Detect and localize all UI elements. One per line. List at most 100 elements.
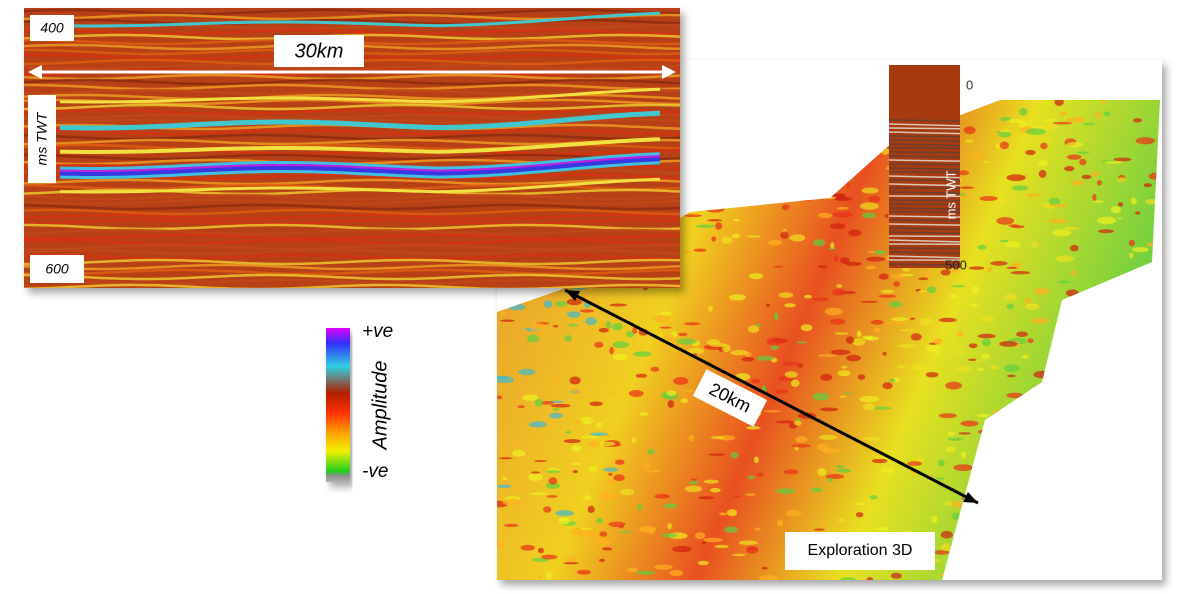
surface-texture xyxy=(730,451,739,459)
surface-texture xyxy=(846,354,861,362)
surface-texture xyxy=(854,502,866,506)
surface-texture xyxy=(738,540,758,546)
surface-texture xyxy=(824,307,843,316)
surface-texture xyxy=(785,510,802,517)
surface-texture xyxy=(926,344,941,353)
surface-texture xyxy=(949,293,958,299)
surface-texture xyxy=(546,495,558,498)
surface-texture xyxy=(987,266,993,272)
surface-texture xyxy=(746,546,759,554)
surface-texture xyxy=(599,531,608,537)
surface-texture xyxy=(789,234,806,242)
surface-texture xyxy=(1143,183,1152,188)
surface-texture xyxy=(653,315,670,323)
surface-texture xyxy=(748,273,764,280)
surface-texture xyxy=(897,365,907,368)
surface-texture xyxy=(825,474,845,479)
surface-texture xyxy=(882,351,887,356)
surface-texture xyxy=(1048,218,1068,224)
surface-texture xyxy=(1110,206,1121,214)
surface-texture xyxy=(612,341,630,349)
surface-texture xyxy=(951,285,966,288)
well-reflector xyxy=(889,151,960,154)
surface-texture xyxy=(642,462,650,470)
reflector xyxy=(24,63,680,71)
surface-texture xyxy=(618,525,624,529)
surface-texture xyxy=(1070,269,1077,277)
surface-texture xyxy=(708,453,726,456)
surface-texture xyxy=(733,218,740,222)
surface-texture xyxy=(1024,303,1040,310)
surface-texture xyxy=(632,351,652,357)
reflector xyxy=(24,73,680,81)
surface-texture xyxy=(940,543,952,551)
well-reflector xyxy=(889,199,960,202)
surface-texture xyxy=(810,487,823,493)
surface-texture xyxy=(587,505,595,513)
surface-texture xyxy=(718,512,728,516)
caption: Exploration 3D xyxy=(808,542,913,559)
surface-texture xyxy=(865,265,877,270)
surface-texture xyxy=(793,420,802,426)
surface-texture xyxy=(765,303,771,308)
surface-texture xyxy=(881,289,894,294)
surface-texture xyxy=(862,403,876,411)
surface-texture xyxy=(820,407,839,412)
surface-texture xyxy=(910,333,922,341)
surface-texture xyxy=(577,529,595,538)
surface-texture xyxy=(867,195,881,203)
surface-texture xyxy=(1004,293,1017,301)
well-reflector xyxy=(889,163,960,166)
surface-texture xyxy=(497,540,506,549)
label-box xyxy=(274,35,364,67)
well-reflector xyxy=(889,123,960,127)
well-reflector xyxy=(889,215,960,218)
surface-texture xyxy=(543,300,553,308)
surface-texture xyxy=(1031,241,1039,248)
surface-texture xyxy=(588,466,598,472)
surface-texture xyxy=(938,317,957,323)
surface-texture xyxy=(783,469,799,475)
surface-texture xyxy=(703,479,719,484)
well-reflector xyxy=(889,155,960,158)
surface-texture xyxy=(1011,225,1025,229)
arrow-head xyxy=(565,290,580,301)
surface-texture xyxy=(741,356,754,362)
surface-texture xyxy=(943,501,953,507)
surface-texture xyxy=(1093,200,1104,203)
surface-texture xyxy=(611,323,623,331)
surface-texture xyxy=(957,170,970,176)
surface-texture xyxy=(526,334,540,343)
surface-texture xyxy=(775,420,794,424)
surface-texture xyxy=(1024,297,1032,305)
surface-texture xyxy=(598,327,609,333)
surface-texture xyxy=(589,401,603,407)
surface-texture xyxy=(982,160,990,164)
surface-texture xyxy=(1129,252,1134,259)
surface-texture xyxy=(1062,226,1080,231)
surface-texture xyxy=(626,567,639,573)
surface-texture xyxy=(999,141,1009,150)
surface-texture xyxy=(631,437,637,443)
reflector xyxy=(24,193,680,201)
surface-texture xyxy=(663,503,678,509)
surface-texture xyxy=(1070,180,1085,186)
surface-texture xyxy=(977,333,996,339)
surface-texture xyxy=(1006,374,1016,378)
surface-texture xyxy=(1132,246,1149,253)
surface-texture xyxy=(1006,266,1018,269)
surface-texture xyxy=(1056,255,1075,262)
surface-texture xyxy=(599,558,606,563)
surface-texture xyxy=(1066,142,1084,148)
surface-texture xyxy=(816,443,830,452)
surface-texture xyxy=(969,303,981,308)
reflector-band xyxy=(59,11,661,28)
reflector xyxy=(24,128,680,136)
reflector xyxy=(24,233,680,241)
surface-texture xyxy=(890,572,903,579)
surface-texture xyxy=(999,341,1018,347)
surface-texture xyxy=(537,547,544,554)
horizon-surface xyxy=(497,100,1160,580)
surface-texture xyxy=(497,484,512,488)
surface-texture xyxy=(911,364,927,371)
